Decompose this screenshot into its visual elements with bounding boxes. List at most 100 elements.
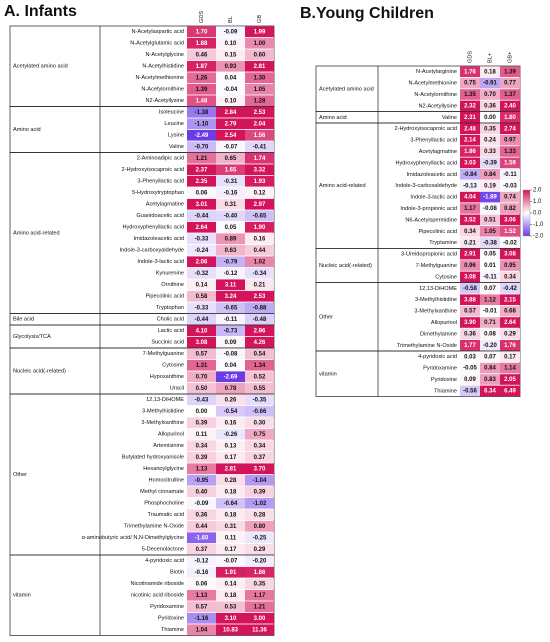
cell-label: 1.86 <box>464 149 476 155</box>
heat-cell <box>245 233 274 245</box>
cell-label: 0.24 <box>484 138 496 144</box>
cell-label: 2.81 <box>225 466 237 472</box>
cell-label: 0.36 <box>484 103 496 109</box>
cell-label: 1.86 <box>254 570 266 576</box>
cell-label: -0.20 <box>253 558 267 564</box>
heat-cell <box>500 385 520 397</box>
heat-cell <box>245 566 274 578</box>
cell-label: 2.35 <box>196 179 208 185</box>
heat-cell <box>460 340 480 351</box>
cell-label: 2.97 <box>254 202 266 208</box>
heat-cell <box>216 555 245 567</box>
cell-label: 1.56 <box>254 133 266 139</box>
cell-label: -0.95 <box>195 478 209 484</box>
heat-cell <box>216 313 245 325</box>
heat-cell <box>480 191 500 203</box>
cell-label: 0.09 <box>464 377 476 383</box>
cell-label: 6.34 <box>484 388 496 394</box>
heat-cell <box>216 221 245 233</box>
heat-cell <box>216 60 245 72</box>
cell-label: -0.12 <box>195 558 209 564</box>
cell-label: 0.26 <box>225 397 237 403</box>
cell-label: -0.08 <box>224 351 238 357</box>
column-header: GB <box>257 15 263 23</box>
heat-cell <box>245 49 274 61</box>
cell-label: 1.21 <box>196 156 208 162</box>
cell-label: 0.37 <box>196 547 208 553</box>
cell-label: 0.39 <box>196 455 208 461</box>
heat-cell <box>245 175 274 187</box>
cell-label: 0.14 <box>196 282 208 288</box>
heat-cell <box>500 237 520 248</box>
cell-label: 2.40 <box>504 103 516 109</box>
heat-cell <box>187 463 216 475</box>
cell-label: -0.58 <box>463 286 477 292</box>
column-header: BL+ <box>487 53 493 63</box>
heat-cell <box>216 486 245 498</box>
cell-label: 0.77 <box>504 81 516 87</box>
row-label: Hexanoylglycine <box>143 466 184 472</box>
heat-cell <box>216 336 245 348</box>
cell-label: 0.35 <box>484 126 496 132</box>
row-label: Hypoxanthine <box>150 374 184 380</box>
heat-cell <box>245 474 274 486</box>
cell-label: 0.93 <box>225 64 237 70</box>
heat-cell <box>245 601 274 613</box>
cell-label: 0.33 <box>484 149 496 155</box>
heat-cell <box>187 210 216 222</box>
group-label: Amino acid <box>13 127 41 133</box>
cell-label: 3.11 <box>225 282 237 288</box>
row-label: Indole-3-lactic acid <box>410 195 457 201</box>
heat-cell <box>216 405 245 417</box>
row-label: Hydroxyphenyllactic acid <box>395 160 457 166</box>
cell-label: -0.07 <box>224 558 238 564</box>
heat-cell <box>216 543 245 555</box>
heat-cell <box>500 146 520 157</box>
heat-cell <box>187 624 216 636</box>
heat-cell <box>216 302 245 314</box>
row-label: Kynurenine <box>156 271 184 277</box>
heat-cell <box>216 256 245 268</box>
heat-cell <box>460 260 480 271</box>
cell-label: 0.19 <box>484 183 496 189</box>
cell-label: -2.49 <box>195 133 209 139</box>
cell-label: 0.21 <box>254 282 266 288</box>
heat-cell <box>216 233 245 245</box>
cell-label: 1.80 <box>504 115 516 121</box>
heat-cell <box>245 256 274 268</box>
cell-label: -1.38 <box>195 110 209 116</box>
row-label: N6-Acetylspermidine <box>405 217 457 223</box>
cell-label: 1.21 <box>254 604 266 610</box>
cell-label: -0.34 <box>253 271 267 277</box>
cell-label: 1.05 <box>484 229 496 235</box>
heat-cell <box>216 49 245 61</box>
cell-label: 0.80 <box>254 524 266 530</box>
cell-label: 0.18 <box>225 489 237 495</box>
cell-label: -0.31 <box>224 179 238 185</box>
heat-cell <box>245 279 274 291</box>
heat-cell <box>460 328 480 340</box>
heat-cell <box>216 141 245 153</box>
heat-cell <box>245 290 274 302</box>
heat-cell <box>245 83 274 95</box>
heat-cell <box>500 260 520 271</box>
heat-cell <box>187 302 216 314</box>
row-label: 2-Hydroxyisocaproic acid <box>395 126 458 132</box>
heat-cell <box>460 351 480 362</box>
heat-cell <box>460 123 480 134</box>
heat-cell <box>187 405 216 417</box>
row-label: Pyridoxamine <box>150 604 184 610</box>
heat-cell <box>187 520 216 532</box>
heat-cell <box>245 118 274 130</box>
heat-cell <box>187 279 216 291</box>
cell-label: 1.12 <box>484 297 496 303</box>
heat-cell <box>245 313 274 325</box>
heat-cell <box>187 486 216 498</box>
heat-cell <box>460 100 480 112</box>
cell-label: 1.13 <box>196 466 208 472</box>
cell-label: 1.52 <box>504 229 516 235</box>
heat-cell <box>216 601 245 613</box>
cell-label: 1.70 <box>196 29 208 35</box>
cell-label: 2.31 <box>464 115 476 121</box>
row-label: 3-Ureidopropionic acid <box>401 252 457 258</box>
